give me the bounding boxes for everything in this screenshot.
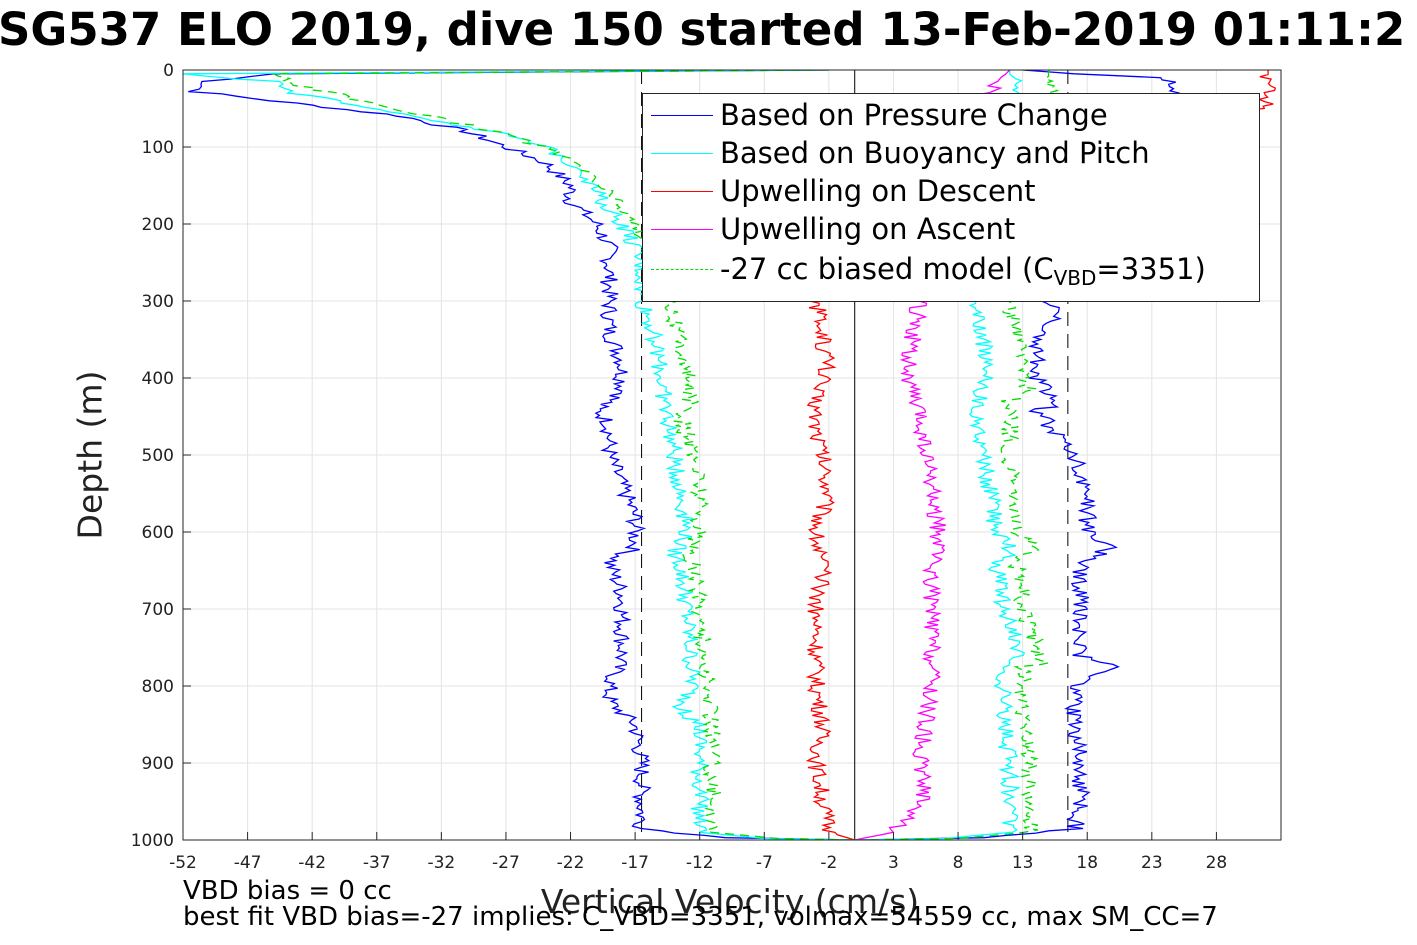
legend-item-upwelling-descent: Upwelling on Descent — [643, 172, 1259, 210]
legend-swatch-upwelling-ascent — [651, 229, 713, 230]
x-tick-label: -2 — [820, 853, 837, 873]
x-tick-label: 8 — [953, 853, 964, 873]
series-line-2 — [183, 70, 855, 840]
x-tick-label: -27 — [492, 853, 520, 873]
y-axis-label: Depth (m) — [70, 370, 110, 540]
x-tick-label: -7 — [756, 853, 773, 873]
x-tick-label: -42 — [298, 853, 326, 873]
legend-label-upwelling-ascent: Upwelling on Ascent — [720, 212, 1016, 246]
y-tick-label: 200 — [142, 215, 174, 235]
x-axis-label: Vertical Velocity (cm/s) — [540, 882, 920, 921]
series-line-6 — [273, 70, 855, 840]
x-tick-label: 3 — [888, 853, 899, 873]
x-tick-label: -32 — [427, 853, 455, 873]
x-tick-label: -52 — [169, 853, 197, 873]
x-tick-label: 23 — [1141, 853, 1163, 873]
legend-item-pressure: Based on Pressure Change — [643, 96, 1259, 134]
series-line-7 — [854, 70, 1060, 840]
best-fit-note: best fit VBD bias=-27 implies: C_VBD=335… — [183, 902, 1218, 932]
data-series — [183, 70, 1277, 840]
legend-label-pressure: Based on Pressure Change — [720, 98, 1108, 132]
vbd-bias-note: VBD bias = 0 cc — [183, 876, 392, 906]
legend-item-buoyancy: Based on Buoyancy and Pitch — [643, 134, 1259, 172]
y-tick-label: 0 — [163, 61, 174, 81]
legend: Based on Pressure Change Based on Buoyan… — [642, 93, 1260, 302]
legend-model-suffix: =3351) — [1096, 252, 1206, 286]
y-tick-label: 800 — [142, 677, 174, 697]
series-line-0 — [188, 70, 855, 840]
x-tick-label: -17 — [621, 853, 649, 873]
legend-label-biased-model: -27 cc biased model (CVBD=3351) — [720, 252, 1206, 288]
chart-title: SG537 ELO 2019, dive 150 started 13-Feb-… — [0, 3, 1406, 56]
legend-label-upwelling-descent: Upwelling on Descent — [720, 174, 1036, 208]
y-axis-ticks: 0 100 200 300 400 500 600 700 800 900 1000 — [131, 61, 191, 851]
x-tick-label: -22 — [557, 853, 585, 873]
legend-item-biased-model: -27 cc biased model (CVBD=3351) — [643, 250, 1259, 288]
y-tick-label: 400 — [142, 369, 174, 389]
x-tick-label: -37 — [363, 853, 391, 873]
x-tick-label: 28 — [1206, 853, 1228, 873]
legend-model-prefix: -27 cc biased model (C — [720, 252, 1054, 286]
y-tick-label: 500 — [142, 446, 174, 466]
x-axis-ticks: -52 -47 -42 -37 -32 -27 -22 -17 -12 -7 -2 3 8 13 18 23 2… — [169, 832, 1227, 873]
y-tick-label: 100 — [142, 138, 174, 158]
legend-label-buoyancy: Based on Buoyancy and Pitch — [720, 136, 1150, 170]
y-tick-label: 1000 — [131, 831, 174, 851]
x-tick-label: 13 — [1012, 853, 1034, 873]
y-tick-label: 600 — [142, 523, 174, 543]
legend-model-sub: VBD — [1053, 266, 1097, 290]
x-tick-label: 18 — [1076, 853, 1098, 873]
legend-swatch-upwelling-descent — [651, 191, 713, 192]
y-tick-label: 700 — [142, 600, 174, 620]
x-tick-label: -12 — [686, 853, 714, 873]
y-tick-label: 900 — [142, 754, 174, 774]
legend-swatch-pressure — [651, 115, 713, 116]
legend-swatch-buoyancy — [651, 153, 713, 154]
legend-swatch-biased-model — [651, 269, 713, 270]
legend-item-upwelling-ascent: Upwelling on Ascent — [643, 210, 1259, 248]
x-tick-label: -47 — [234, 853, 262, 873]
y-tick-label: 300 — [142, 292, 174, 312]
